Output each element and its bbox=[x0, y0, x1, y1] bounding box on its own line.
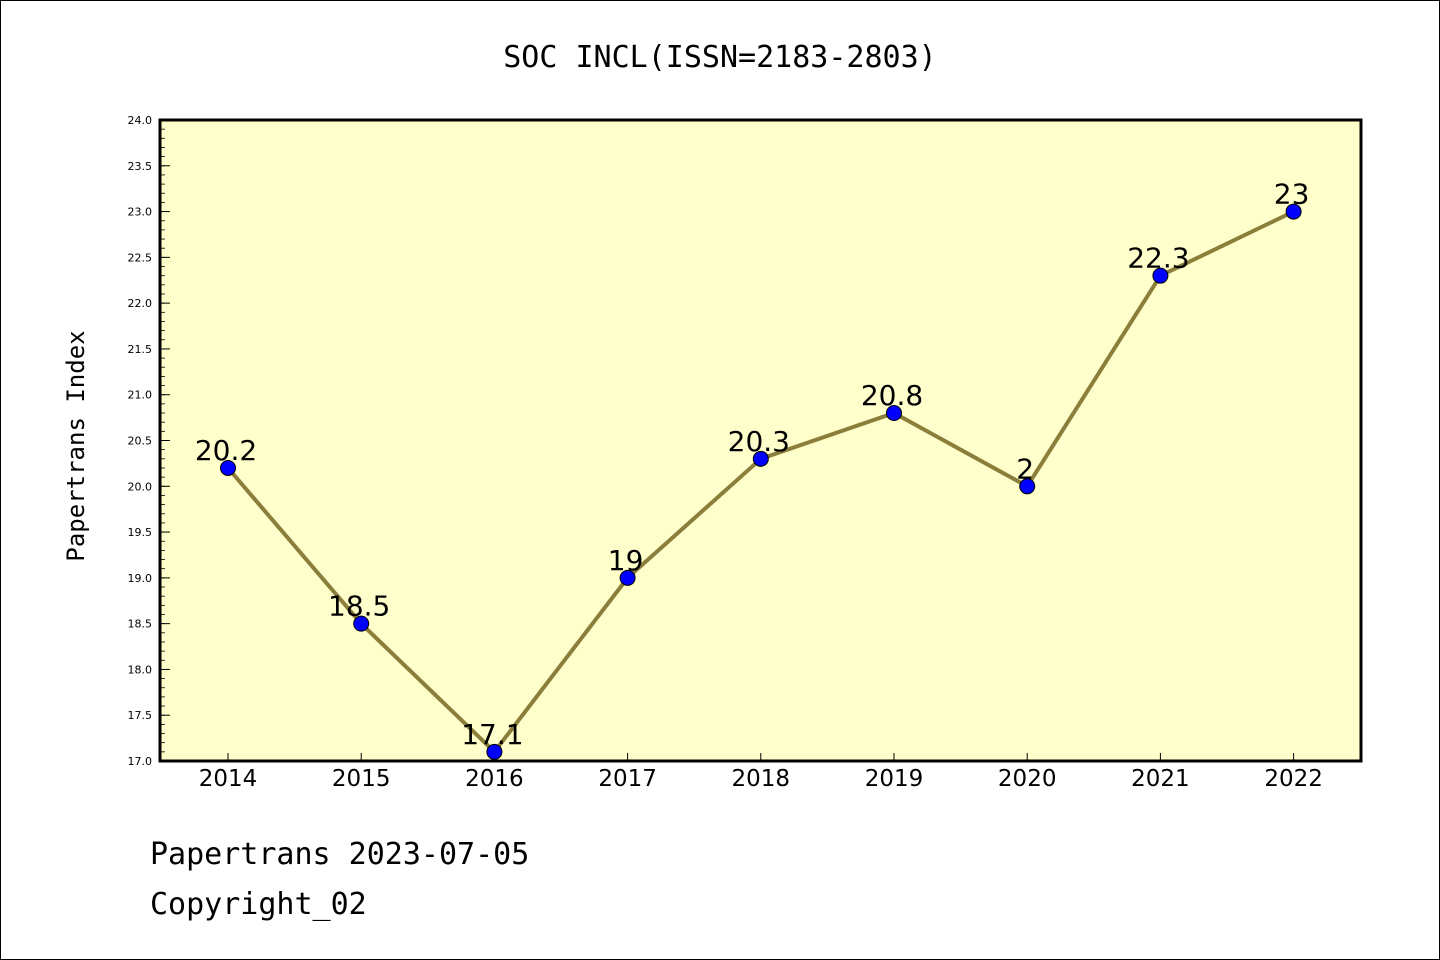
y-tick-label: 17.0 bbox=[128, 755, 153, 768]
y-tick-label: 19.5 bbox=[128, 526, 153, 539]
series-layer: 20.2 18.5 17.1 19 20.3 20.8 2 22.3 23 bbox=[195, 178, 1310, 760]
chart-title: SOC INCL(ISSN=2183-2803) bbox=[503, 40, 936, 75]
y-tick-label: 18.5 bbox=[128, 618, 153, 631]
data-point bbox=[1019, 478, 1036, 495]
plot-area bbox=[158, 118, 1363, 763]
x-axis: 2014 2015 2016 2017 2018 2019 2020 2021 2022 bbox=[199, 753, 1323, 792]
data-label: 20.8 bbox=[861, 379, 923, 412]
data-label: 2 bbox=[1016, 452, 1034, 485]
y-tick-label: 23.0 bbox=[128, 206, 153, 219]
data-point bbox=[752, 450, 769, 467]
data-label: 19 bbox=[608, 544, 644, 577]
y-axis-label: Papertrans Index bbox=[62, 330, 90, 561]
data-point bbox=[353, 615, 370, 632]
y-tick-label: 21.5 bbox=[128, 343, 153, 356]
x-tick-label: 2018 bbox=[732, 766, 791, 792]
y-axis: 17.0 17.5 18.0 18.5 19.0 19.5 20.0 20.5 21.0 21.5… bbox=[128, 114, 170, 768]
footer-date: Papertrans 2023-07-05 bbox=[150, 837, 529, 872]
y-tick-label: 19.0 bbox=[128, 572, 153, 585]
y-tick-label: 20.0 bbox=[128, 480, 153, 493]
data-label: 22.3 bbox=[1127, 242, 1189, 275]
x-tick-label: 2020 bbox=[998, 766, 1057, 792]
y-tick-label: 21.0 bbox=[128, 389, 153, 402]
y-tick-label: 24.0 bbox=[128, 114, 153, 127]
x-tick-label: 2019 bbox=[865, 766, 924, 792]
x-tick-label: 2015 bbox=[332, 766, 391, 792]
data-point bbox=[886, 405, 902, 422]
y-tick-label: 20.5 bbox=[128, 435, 153, 448]
y-tick-label: 23.5 bbox=[128, 160, 153, 173]
y-tick-label: 17.5 bbox=[128, 709, 153, 722]
footer-copyright: Copyright_02 bbox=[150, 887, 367, 922]
data-label: 18.5 bbox=[328, 590, 390, 623]
data-point bbox=[1285, 203, 1302, 220]
x-tick-label: 2022 bbox=[1264, 766, 1323, 792]
data-point bbox=[619, 569, 636, 586]
x-tick-label: 2021 bbox=[1131, 766, 1190, 792]
data-point bbox=[486, 743, 503, 760]
x-tick-label: 2017 bbox=[598, 766, 657, 792]
data-label: 23 bbox=[1274, 178, 1310, 211]
data-point bbox=[220, 459, 236, 476]
data-label: 20.2 bbox=[195, 434, 257, 467]
y-tick-label: 22.5 bbox=[128, 251, 153, 264]
data-point bbox=[1152, 267, 1169, 284]
y-tick-label: 22.0 bbox=[128, 297, 153, 310]
y-tick-label: 18.0 bbox=[128, 663, 153, 676]
data-label: 17.1 bbox=[461, 718, 523, 751]
data-label: 20.3 bbox=[728, 425, 790, 458]
x-tick-label: 2014 bbox=[199, 766, 258, 792]
x-tick-label: 2016 bbox=[465, 766, 524, 792]
